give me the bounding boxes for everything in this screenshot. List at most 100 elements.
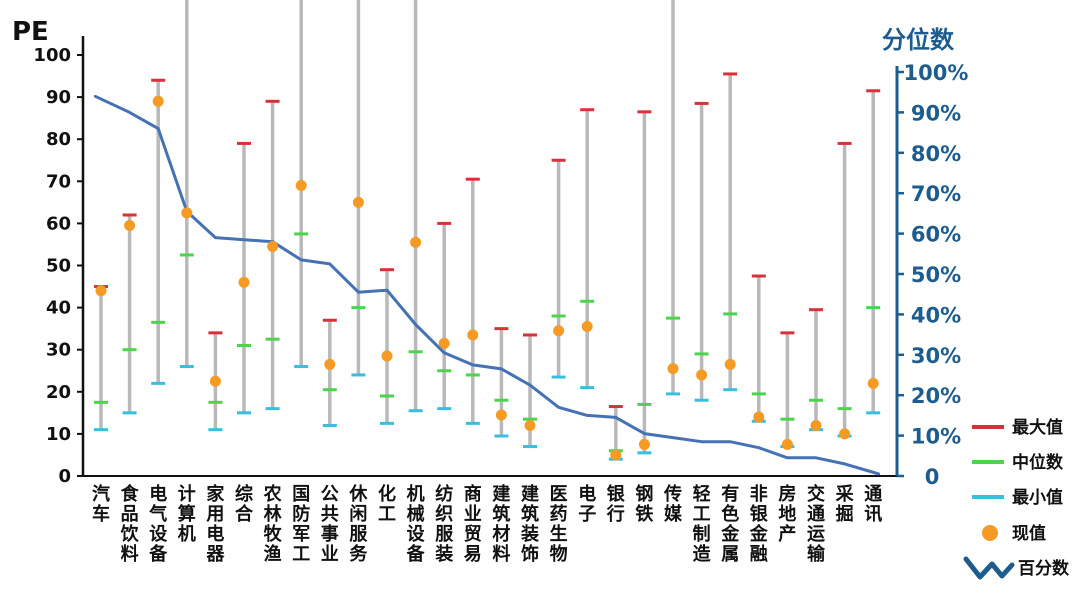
left-tick-label: 60 — [46, 213, 71, 234]
category-label: 农林牧渔 — [263, 483, 283, 565]
right-tick-label: 40% — [911, 303, 961, 327]
right-tick-label: 80% — [911, 142, 961, 166]
percentile-point — [128, 111, 131, 114]
legend-swatch-4 — [963, 556, 1015, 580]
category-label: 房地产 — [778, 483, 796, 545]
current-value-dot — [753, 411, 765, 423]
category-label: 通讯 — [864, 484, 882, 525]
right-tick-label: 90% — [911, 101, 961, 125]
category-label: 汽车 — [92, 483, 110, 525]
category-label: 化工 — [378, 483, 396, 525]
current-value-dot — [267, 241, 279, 253]
current-value-dot — [381, 350, 393, 362]
percentile-point — [557, 406, 560, 409]
current-value-dot — [581, 321, 593, 333]
percentile-point — [877, 472, 881, 476]
category-label: 机械设备 — [406, 484, 426, 565]
category-label: 公共事业 — [321, 484, 339, 565]
current-value-dot — [867, 377, 879, 389]
category-label: 家用电器 — [205, 483, 225, 565]
current-value-dot — [553, 325, 565, 337]
left-tick-label: 50 — [46, 256, 71, 277]
current-value-dot — [781, 438, 793, 450]
category-label: 电子 — [578, 483, 596, 525]
left-tick-label: 20 — [46, 382, 71, 403]
percentile-point — [843, 462, 846, 466]
current-value-dot — [524, 419, 536, 431]
current-value-dot — [467, 329, 479, 341]
left-tick-label: 40 — [46, 298, 71, 319]
current-value-dot — [667, 363, 679, 375]
left-tick-label: 0 — [58, 466, 71, 487]
legend-swatch-3 — [982, 525, 998, 541]
current-value-dot — [839, 428, 851, 440]
left-axis-title: PE — [12, 17, 49, 47]
left-tick-label: 100 — [33, 45, 71, 66]
percentile-point — [528, 383, 532, 387]
left-tick-label: 80 — [46, 129, 71, 150]
left-tick-label: 70 — [46, 171, 71, 192]
category-label: 国防军工 — [292, 484, 310, 565]
current-value-dot — [295, 180, 307, 192]
right-axis: 0 10% 20% 30% 40% 50% 60% 70% 80% 90% 100% — [895, 61, 969, 489]
right-axis-title: 分位数 — [882, 26, 955, 54]
right-tick-label: 10% — [911, 425, 961, 449]
category-label: 医药生物 — [550, 484, 568, 565]
percentile-point — [786, 456, 789, 460]
legend-label: 中位数 — [1012, 452, 1064, 473]
left-tick-label: 10 — [46, 424, 71, 445]
current-value-dot — [495, 409, 507, 421]
category-label: 轻工制造 — [693, 483, 711, 565]
percentile-point — [157, 127, 160, 130]
category-label: 建筑装饰 — [521, 483, 539, 565]
right-tick-label: 100% — [904, 61, 969, 85]
right-tick-label: 50% — [911, 263, 961, 287]
current-value-dot — [610, 449, 622, 461]
category-label: 有色金属 — [720, 483, 740, 565]
left-tick-label: 90 — [46, 87, 71, 108]
percentile-point — [586, 414, 589, 417]
percentile-point — [614, 416, 617, 419]
right-tick-label: 30% — [911, 344, 961, 368]
legend-label: 最小值 — [1012, 487, 1063, 508]
percentile-point — [357, 290, 360, 294]
legend-label: 最大值 — [1012, 417, 1063, 438]
category-label: 纺织服装 — [435, 483, 454, 565]
percentile-point — [443, 351, 446, 354]
right-tick-label: 20% — [911, 384, 961, 408]
percentile-point — [414, 323, 417, 326]
percentile-point — [328, 262, 331, 266]
right-tick-label: 0 — [925, 465, 940, 489]
current-value-dots — [95, 95, 879, 461]
percentile-point — [300, 258, 303, 262]
current-value-dot — [124, 220, 136, 232]
percentile-point — [671, 436, 675, 439]
percentile-point — [643, 432, 646, 435]
percentile-point — [471, 363, 474, 367]
category-label: 食品饮料 — [120, 483, 140, 565]
category-label: 综合 — [235, 483, 254, 525]
current-value-dot — [724, 358, 736, 370]
current-value-dot — [638, 438, 650, 450]
category-label: 计算机 — [178, 483, 196, 545]
current-value-dot — [324, 358, 336, 370]
legend-label: 现值 — [1012, 523, 1046, 544]
category-label: 采掘 — [835, 484, 855, 525]
percentile-point — [385, 288, 389, 292]
category-label: 钢铁 — [635, 483, 653, 525]
category-label: 非银金融 — [749, 483, 769, 565]
current-value-dot — [152, 95, 164, 107]
category-label: 交通运输 — [807, 483, 826, 565]
range-whiskers — [94, 0, 881, 461]
percentile-point — [500, 367, 503, 371]
category-label: 商业贸易 — [464, 483, 482, 565]
left-axis: 0 10 20 30 40 50 60 70 80 90 100 — [33, 36, 897, 487]
category-label: 传媒 — [663, 483, 683, 525]
current-value-dot — [352, 196, 364, 208]
category-label: 建筑材料 — [492, 483, 510, 565]
category-label: 休闲服务 — [348, 483, 368, 565]
legend-label: 百分数 — [1018, 558, 1070, 579]
